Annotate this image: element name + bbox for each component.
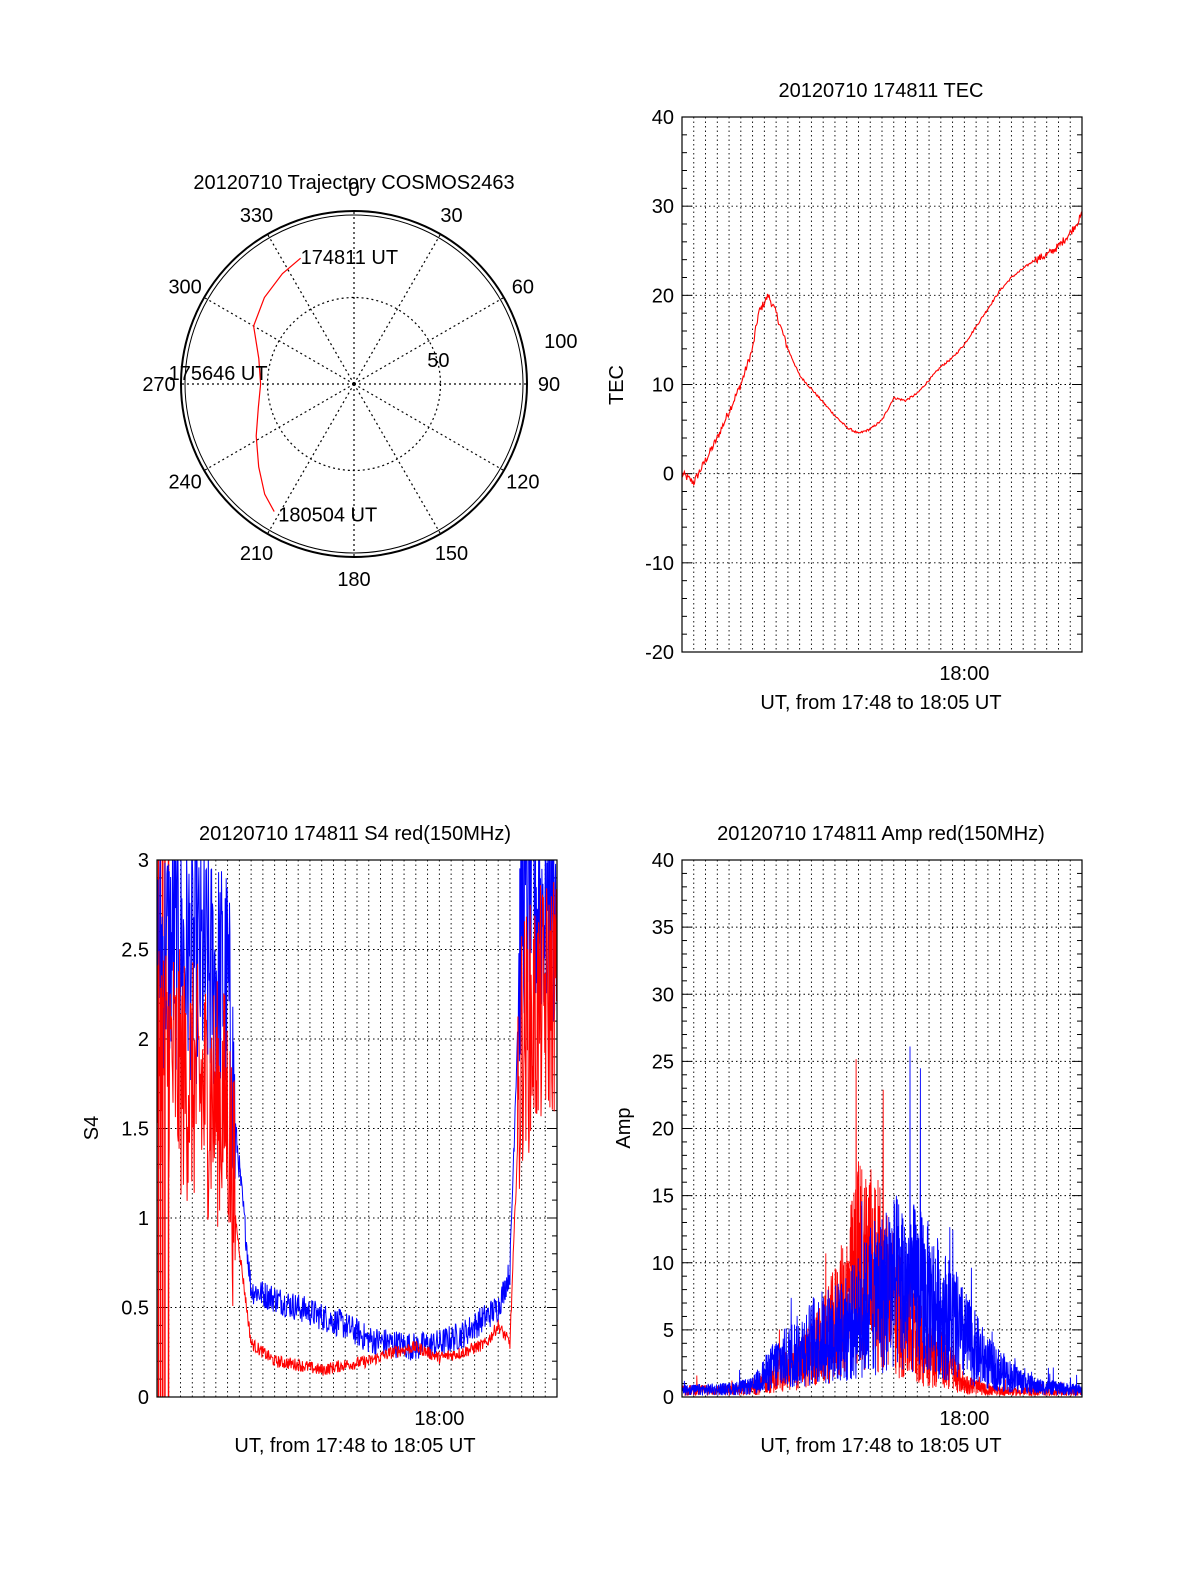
polar-angle-label: 330: [240, 205, 273, 227]
y-tick-label: 40: [652, 850, 674, 872]
polar-spoke: [203, 383, 355, 472]
s4-ylabel: S4: [81, 1116, 103, 1140]
y-tick-label: 10: [652, 1253, 674, 1275]
y-tick-label: 30: [652, 984, 674, 1006]
y-tick-label: -10: [645, 553, 674, 575]
y-tick-label: 1.5: [121, 1119, 149, 1141]
x-tick-label: 18:00: [414, 1408, 464, 1430]
tec-ylabel: TEC: [606, 365, 628, 405]
trajectory-line: [252, 257, 301, 512]
y-tick-label: 0: [663, 1387, 674, 1409]
polar-spoke: [266, 383, 355, 535]
y-tick-label: 40: [652, 107, 674, 129]
polar-angle-label: 180: [337, 569, 370, 591]
y-tick-label: 0: [138, 1387, 149, 1409]
y-tick-label: 1: [138, 1208, 149, 1230]
amp-plot-area: 0 5 10 15 20 25 30 35 40 18:00: [652, 850, 1083, 1430]
polar-radial-label: 50: [427, 350, 449, 372]
polar-angle-label: 300: [168, 277, 201, 299]
tec-panel: 20120710 174811 TEC UT, from 17:48 to 18…: [606, 80, 1083, 714]
polar-angle-label: 150: [435, 543, 468, 565]
polar-grid: [180, 210, 528, 558]
amp-blue-series: [682, 1046, 1082, 1397]
y-tick-label: 35: [652, 917, 674, 939]
trajectory-panel: 20120710 Trajectory COSMOS2463 0 30 60 90 12…: [142, 172, 577, 591]
s4-xlabel: UT, from 17:48 to 18:05 UT: [234, 1435, 475, 1457]
trajectory-time-label: 180504 UT: [278, 505, 377, 527]
x-tick-label: 18:00: [939, 1408, 989, 1430]
y-tick-label: 5: [663, 1320, 674, 1342]
s4-title: 20120710 174811 S4 red(150MHz): [199, 823, 511, 845]
polar-angle-label: 210: [240, 543, 273, 565]
y-tick-label: 0.5: [121, 1298, 149, 1320]
tec-plot-area: -20 -10 0 10 20 30 40 18:00: [645, 107, 1083, 685]
tec-series-line: [681, 211, 1083, 487]
s4-series-group: [157, 860, 557, 1397]
y-tick-label: -20: [645, 642, 674, 664]
amp-series-group: [682, 1046, 1082, 1397]
trajectory-time-label: 174811 UT: [301, 247, 398, 269]
polar-angle-label: 240: [168, 472, 201, 494]
tec-xlabel: UT, from 17:48 to 18:05 UT: [760, 692, 1001, 714]
x-tick-label: 18:00: [939, 663, 989, 685]
polar-outer-circle: [180, 210, 528, 558]
y-tick-label: 2.5: [121, 940, 149, 962]
amp-panel: 20120710 174811 Amp red(150MHz) UT, from…: [613, 823, 1083, 1457]
polar-angle-labels: 0 30 60 90 120 150 180 210 240 270 300 330: [142, 179, 560, 591]
y-tick-label: 15: [652, 1186, 674, 1208]
plot-border: [681, 116, 1083, 653]
polar-angle-label: 120: [506, 472, 539, 494]
polar-radial-label: 100: [544, 331, 577, 353]
tec-title: 20120710 174811 TEC: [779, 80, 984, 102]
polar-spoke: [353, 383, 442, 535]
s4-plot-area: 0 0.5 1 1.5 2 2.5 3 18:00: [121, 850, 558, 1430]
trajectory-series: [252, 257, 301, 512]
y-tick-label: 30: [652, 196, 674, 218]
y-tick-label: 2: [138, 1029, 149, 1051]
y-tick-label: 25: [652, 1051, 674, 1073]
polar-angle-label: 30: [440, 205, 462, 227]
polar-spoke: [266, 233, 355, 385]
polar-angle-label: 0: [348, 179, 359, 201]
polar-spoke: [203, 296, 355, 385]
trajectory-time-label: 175646 UT: [169, 363, 268, 385]
polar-angle-label: 270: [142, 374, 175, 396]
s4-panel: 20120710 174811 S4 red(150MHz) UT, from …: [81, 823, 558, 1457]
amp-title: 20120710 174811 Amp red(150MHz): [717, 823, 1045, 845]
polar-radial-labels: 50 100: [427, 331, 577, 372]
amp-red-series: [682, 1059, 1082, 1397]
polar-outer-circle-inner: [184, 214, 524, 554]
amp-xlabel: UT, from 17:48 to 18:05 UT: [760, 1435, 1001, 1457]
y-tick-label: 0: [663, 464, 674, 486]
polar-angle-label: 60: [512, 277, 534, 299]
polar-spoke: [353, 383, 505, 472]
s4-red-series: [157, 871, 557, 1376]
polar-spoke: [353, 233, 442, 385]
trajectory-annotations: 174811 UT 175646 UT 180504 UT: [169, 247, 399, 526]
y-tick-label: 20: [652, 1119, 674, 1141]
y-tick-label: 3: [138, 850, 149, 872]
polar-spoke: [353, 296, 505, 385]
polar-angle-label: 90: [538, 374, 560, 396]
y-tick-label: 10: [652, 375, 674, 397]
y-tick-label: 20: [652, 285, 674, 307]
amp-ylabel: Amp: [613, 1107, 635, 1148]
trajectory-title: 20120710 Trajectory COSMOS2463: [193, 172, 514, 194]
plot-border: [681, 859, 1083, 1398]
plot-border: [156, 859, 558, 1398]
